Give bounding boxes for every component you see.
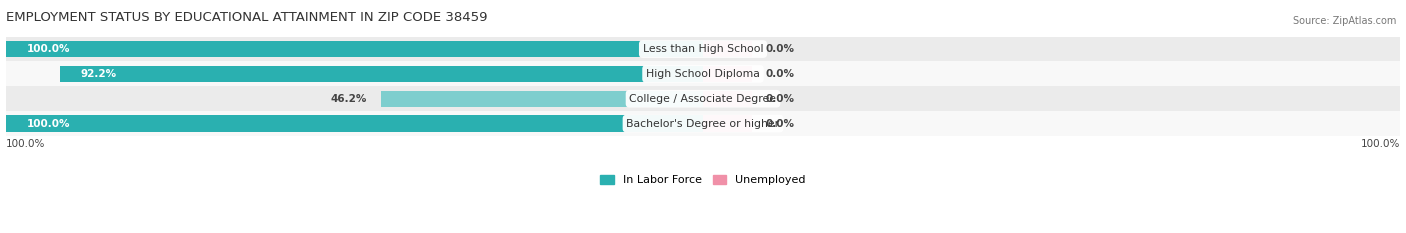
Bar xyxy=(6,116,703,132)
Text: High School Diploma: High School Diploma xyxy=(647,69,759,79)
Text: 0.0%: 0.0% xyxy=(766,69,794,79)
Bar xyxy=(6,86,1400,111)
Text: 0.0%: 0.0% xyxy=(766,119,794,129)
Text: 100.0%: 100.0% xyxy=(1361,139,1400,149)
Text: 92.2%: 92.2% xyxy=(82,69,117,79)
Bar xyxy=(6,41,703,57)
Bar xyxy=(703,91,752,107)
Bar xyxy=(6,111,1400,136)
Text: Source: ZipAtlas.com: Source: ZipAtlas.com xyxy=(1292,16,1396,26)
Bar xyxy=(6,37,1400,62)
Text: College / Associate Degree: College / Associate Degree xyxy=(630,94,776,104)
Text: 0.0%: 0.0% xyxy=(766,94,794,104)
Text: 100.0%: 100.0% xyxy=(27,119,70,129)
Text: 100.0%: 100.0% xyxy=(6,139,45,149)
Text: 100.0%: 100.0% xyxy=(27,44,70,54)
Legend: In Labor Force, Unemployed: In Labor Force, Unemployed xyxy=(596,170,810,190)
Bar xyxy=(703,116,752,132)
Text: Bachelor's Degree or higher: Bachelor's Degree or higher xyxy=(627,119,779,129)
Bar xyxy=(381,91,703,107)
Bar xyxy=(703,66,752,82)
Text: Less than High School: Less than High School xyxy=(643,44,763,54)
Text: EMPLOYMENT STATUS BY EDUCATIONAL ATTAINMENT IN ZIP CODE 38459: EMPLOYMENT STATUS BY EDUCATIONAL ATTAINM… xyxy=(6,11,486,24)
Text: 0.0%: 0.0% xyxy=(766,44,794,54)
Bar xyxy=(60,66,703,82)
Bar xyxy=(703,41,752,57)
Bar xyxy=(6,62,1400,86)
Text: 46.2%: 46.2% xyxy=(330,94,367,104)
